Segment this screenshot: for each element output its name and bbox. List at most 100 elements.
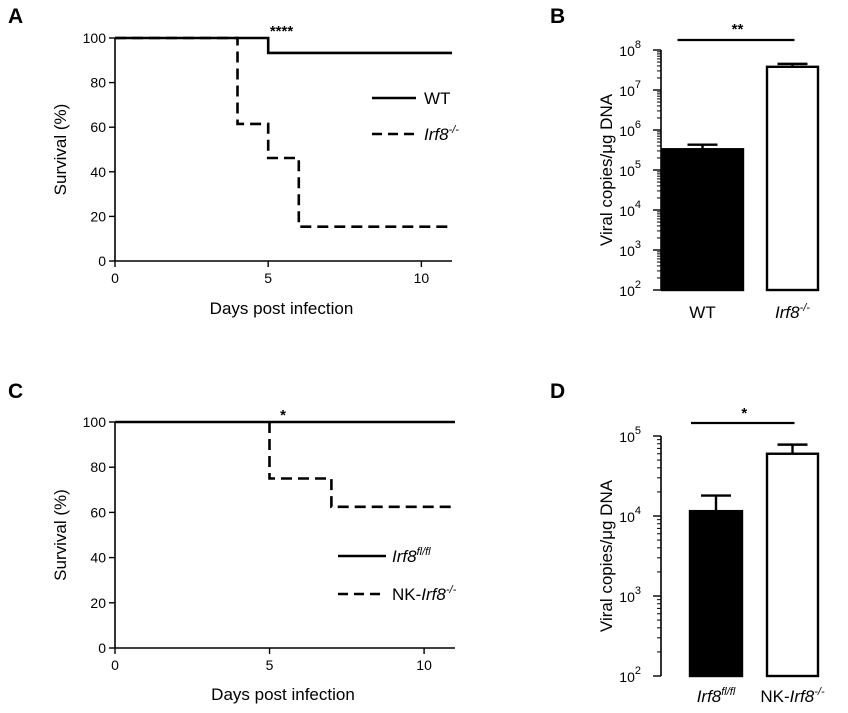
y-tick-label: 103 (619, 239, 641, 259)
significance-label: * (280, 407, 286, 424)
panel-letter-text: C (8, 380, 23, 403)
x-axis-title: Days post infection (210, 299, 354, 318)
category-label-sup: -/- (800, 302, 811, 314)
panel-letter: A (8, 5, 23, 28)
y-tick-base: 10 (619, 83, 635, 99)
y-tick-exponent: 7 (635, 79, 641, 91)
y-tick-exponent: 3 (635, 585, 641, 597)
category-label: NK-Irf8-/- (760, 686, 825, 706)
category-label: Irf8-/- (775, 302, 810, 322)
x-tick-label: 5 (264, 270, 272, 286)
y-tick-label: 20 (90, 208, 106, 224)
y-tick-base: 10 (619, 669, 635, 685)
panel-letter-text: B (550, 5, 565, 28)
y-tick-label: 108 (619, 39, 641, 59)
y-tick-label: 100 (83, 30, 107, 46)
category-label-prefix: NK- (760, 687, 789, 706)
bar (660, 148, 745, 292)
y-tick-exponent: 3 (635, 239, 641, 251)
y-axis-title: Viral copies/μg DNA (597, 479, 616, 632)
legend-label: Irf8-/- (424, 124, 459, 144)
y-tick-exponent: 2 (635, 279, 641, 291)
panel-letter-text: D (550, 380, 565, 403)
y-tick-label: 80 (90, 459, 106, 475)
x-tick-label: 0 (111, 657, 119, 673)
category-label-sup: fl/fl (721, 686, 736, 698)
significance-label: * (741, 405, 747, 422)
y-tick-label: 107 (619, 79, 641, 99)
x-tick-label: 10 (414, 270, 430, 286)
y-tick-label: 104 (619, 505, 641, 525)
y-tick-base: 10 (619, 243, 635, 259)
category-label-name: Irf8 (697, 687, 722, 706)
legend-label-sup: fl/fl (417, 546, 432, 558)
y-tick-exponent: 6 (635, 119, 641, 131)
y-tick-exponent: 4 (635, 505, 641, 517)
y-tick-label: 60 (90, 119, 106, 135)
x-tick-label: 10 (416, 657, 432, 673)
category-label-name: Irf8 (790, 687, 815, 706)
y-tick-label: 40 (90, 550, 106, 566)
legend-label: Irf8fl/fl (392, 546, 431, 566)
y-tick-exponent: 2 (635, 665, 641, 677)
y-tick-label: 80 (90, 75, 106, 91)
panel-letter: B (550, 5, 565, 28)
y-tick-label: 105 (619, 425, 641, 445)
series-line (268, 422, 455, 509)
x-axis-title: Days post infection (211, 685, 355, 704)
y-tick-label: 104 (619, 199, 641, 219)
legend-label-name: Irf8 (392, 547, 417, 566)
bar (765, 452, 820, 678)
bar (688, 509, 744, 678)
panel-letter: C (8, 380, 23, 403)
y-tick-label: 103 (619, 585, 641, 605)
y-tick-label: 106 (619, 119, 641, 139)
category-label-name: Irf8 (775, 303, 800, 322)
y-tick-base: 10 (619, 509, 635, 525)
y-tick-label: 40 (90, 164, 106, 180)
y-tick-base: 10 (619, 589, 635, 605)
y-tick-base: 10 (619, 203, 635, 219)
legend-label-sup: -/- (446, 584, 457, 596)
category-label-sup: -/- (814, 686, 825, 698)
legend-label: WT (424, 89, 450, 108)
y-tick-label: 0 (98, 640, 106, 656)
significance-label: **** (270, 23, 294, 40)
category-label-name: WT (689, 303, 715, 322)
y-tick-exponent: 5 (635, 425, 641, 437)
legend-label-sup: -/- (449, 124, 460, 136)
legend-label-name: WT (424, 89, 450, 108)
y-tick-label: 0 (98, 253, 106, 269)
y-tick-exponent: 8 (635, 39, 641, 51)
legend-label-prefix: NK- (392, 585, 421, 604)
bar (765, 65, 820, 292)
series-line (115, 36, 452, 55)
y-tick-base: 10 (619, 123, 635, 139)
y-axis-title: Survival (%) (51, 489, 70, 581)
y-tick-label: 20 (90, 595, 106, 611)
x-tick-label: 0 (111, 270, 119, 286)
y-axis-title: Viral copies/μg DNA (597, 93, 616, 246)
series-line (115, 36, 452, 228)
panel-letter-text: A (8, 5, 23, 28)
legend-label-name: Irf8 (421, 585, 446, 604)
category-label: Irf8fl/fl (697, 686, 736, 706)
y-tick-base: 10 (619, 283, 635, 299)
y-tick-label: 102 (619, 665, 641, 685)
panel-A: A 0 20 40 60 80 100 0 5 10 Days post infection Surv… (8, 5, 459, 318)
y-tick-label: 60 (90, 504, 106, 520)
y-tick-label: 100 (83, 414, 107, 430)
y-tick-exponent: 5 (635, 159, 641, 171)
y-tick-base: 10 (619, 163, 635, 179)
y-tick-label: 105 (619, 159, 641, 179)
legend-label-name: Irf8 (424, 125, 449, 144)
x-tick-label: 5 (266, 657, 274, 673)
category-label: WT (689, 303, 715, 322)
panel-C: C 0 20 40 60 80 100 0 5 10 Days post infection Surv… (8, 380, 457, 704)
y-tick-base: 10 (619, 429, 635, 445)
y-tick-label: 102 (619, 279, 641, 299)
legend-label: NK-Irf8-/- (392, 584, 457, 604)
